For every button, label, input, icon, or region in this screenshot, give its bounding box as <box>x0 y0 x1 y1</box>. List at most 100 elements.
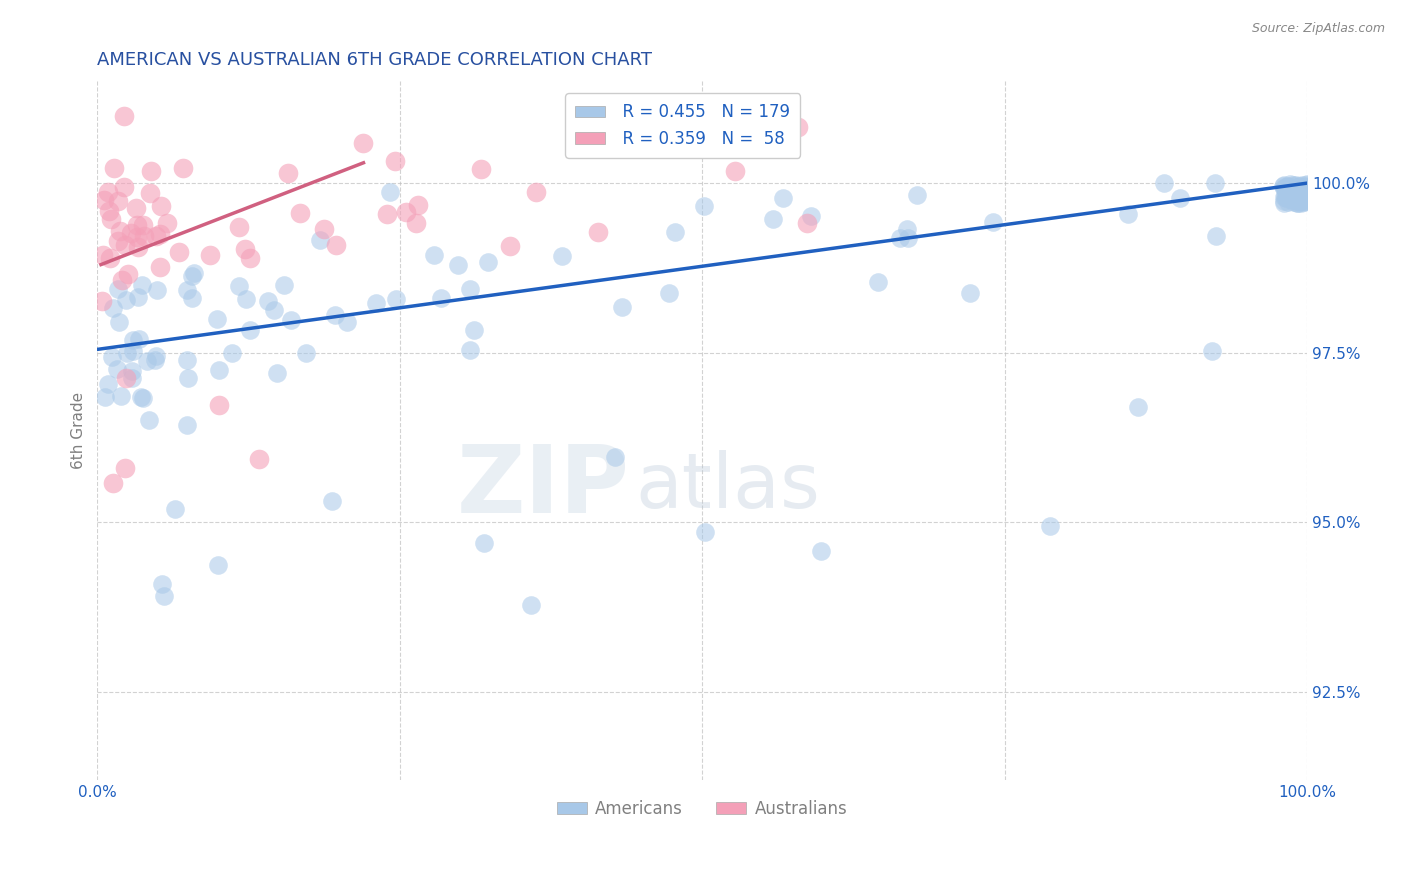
Point <box>1291 186 1313 201</box>
Point <box>208 398 231 412</box>
Point <box>177 370 200 384</box>
Point <box>603 450 626 465</box>
Point <box>153 589 176 603</box>
Point <box>1278 192 1301 206</box>
Point <box>101 301 124 315</box>
Point <box>256 293 278 308</box>
Point <box>499 239 522 253</box>
Point <box>141 164 163 178</box>
Point <box>1039 519 1062 533</box>
Point <box>1275 182 1298 196</box>
Point <box>247 452 270 467</box>
Point <box>198 248 221 262</box>
Point <box>263 303 285 318</box>
Point <box>1288 178 1310 193</box>
Point <box>129 390 152 404</box>
Point <box>1275 191 1298 205</box>
Point <box>150 576 173 591</box>
Point <box>1286 194 1309 208</box>
Point <box>520 598 543 612</box>
Point <box>132 391 155 405</box>
Point <box>145 283 167 297</box>
Point <box>1272 178 1295 193</box>
Point <box>176 352 198 367</box>
Point <box>127 240 149 254</box>
Point <box>472 536 495 550</box>
Text: ZIP: ZIP <box>457 441 630 533</box>
Point <box>1292 194 1315 209</box>
Point <box>384 153 406 168</box>
Point <box>97 185 120 199</box>
Point <box>150 199 173 213</box>
Point <box>288 206 311 220</box>
Point <box>1284 187 1306 202</box>
Point <box>458 282 481 296</box>
Point <box>98 203 121 218</box>
Point <box>405 216 427 230</box>
Point <box>1295 193 1317 207</box>
Point <box>446 258 468 272</box>
Point <box>167 245 190 260</box>
Point <box>295 345 318 359</box>
Point <box>125 230 148 244</box>
Point <box>277 166 299 180</box>
Point <box>131 277 153 292</box>
Point <box>896 222 918 236</box>
Point <box>205 311 228 326</box>
Y-axis label: 6th Grade: 6th Grade <box>72 392 86 469</box>
Point <box>724 164 747 178</box>
Point <box>1168 191 1191 205</box>
Point <box>551 249 574 263</box>
Point <box>122 343 145 358</box>
Point <box>1274 179 1296 194</box>
Point <box>98 251 121 265</box>
Point <box>1277 195 1299 210</box>
Point <box>1116 207 1139 221</box>
Point <box>796 217 818 231</box>
Point <box>1272 178 1295 192</box>
Point <box>145 352 167 367</box>
Point <box>1279 181 1302 195</box>
Point <box>378 185 401 199</box>
Point <box>183 266 205 280</box>
Point <box>693 525 716 540</box>
Point <box>422 248 444 262</box>
Point <box>228 279 250 293</box>
Point <box>93 194 115 208</box>
Point <box>470 161 492 176</box>
Point <box>103 475 125 490</box>
Point <box>787 120 810 134</box>
Point <box>149 260 172 274</box>
Point <box>1274 190 1296 204</box>
Point <box>105 361 128 376</box>
Point <box>658 286 681 301</box>
Text: atlas: atlas <box>636 450 821 524</box>
Point <box>145 349 167 363</box>
Point <box>117 268 139 282</box>
Point <box>1282 181 1305 195</box>
Point <box>1272 196 1295 211</box>
Point <box>1289 194 1312 208</box>
Point <box>1277 178 1299 193</box>
Point <box>1286 192 1309 206</box>
Point <box>107 282 129 296</box>
Point <box>1128 401 1150 415</box>
Point <box>897 231 920 245</box>
Point <box>127 290 149 304</box>
Point <box>1278 186 1301 201</box>
Point <box>1272 194 1295 209</box>
Point <box>800 209 823 223</box>
Point <box>1274 189 1296 203</box>
Point <box>664 226 686 240</box>
Point <box>1294 187 1316 202</box>
Point <box>1291 191 1313 205</box>
Point <box>266 366 288 380</box>
Point <box>228 219 250 234</box>
Point <box>121 364 143 378</box>
Point <box>132 218 155 232</box>
Point <box>208 363 231 377</box>
Point <box>1274 181 1296 195</box>
Point <box>1292 190 1315 204</box>
Point <box>138 413 160 427</box>
Point <box>1279 180 1302 194</box>
